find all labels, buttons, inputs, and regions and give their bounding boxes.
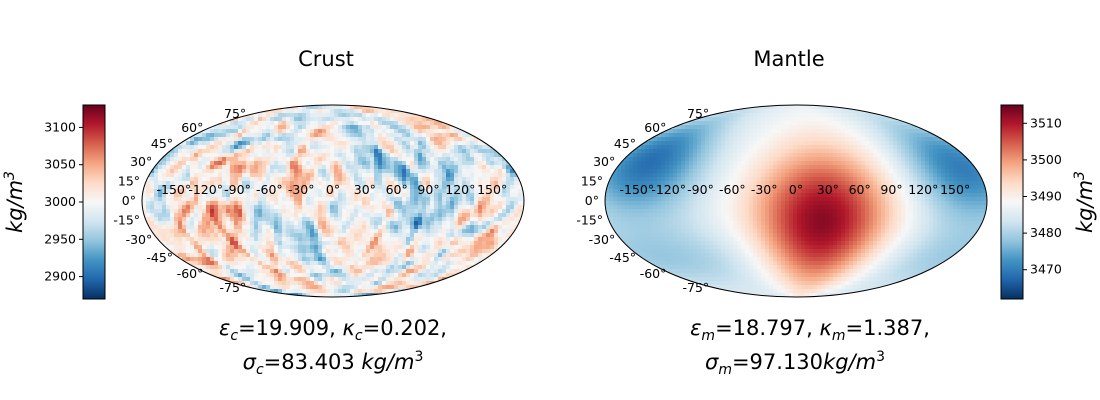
- crust-lon-tick: -150°: [157, 182, 192, 197]
- mantle-colorbar-label: kg/m3: [1072, 171, 1097, 233]
- crust-lon-tick: 90°: [417, 182, 439, 197]
- crust-lat-tick: -60°: [177, 266, 204, 281]
- mantle-lon-tick: 30°: [817, 182, 839, 197]
- mantle-caption-line2: σm=97.130kg/m3: [705, 349, 885, 379]
- crust-lon-tick: -90°: [224, 182, 251, 197]
- mantle-colorbar-tick: 3470: [1030, 262, 1062, 277]
- crust-lat-tick: -45°: [146, 250, 173, 265]
- mantle-lon-tick: 60°: [849, 182, 871, 197]
- mantle-colorbar-tick: 3480: [1030, 225, 1062, 240]
- mantle-lat-tick: -75°: [683, 280, 710, 295]
- mantle-lon-tick: -150°: [620, 182, 655, 197]
- mantle-title: Mantle: [753, 47, 824, 71]
- mantle-lon-tick: 90°: [880, 182, 902, 197]
- mantle-colorbar-tick: 3490: [1030, 189, 1062, 204]
- crust-colorbar-tick: 2900: [44, 269, 76, 284]
- mantle-lon-tick: -60°: [719, 182, 746, 197]
- crust-caption-line1: εc=19.909, κc=0.202,: [219, 316, 447, 345]
- crust-lon-tick: 30°: [354, 182, 376, 197]
- mantle-colorbar: [1000, 104, 1024, 300]
- crust-lat-tick: 60°: [181, 120, 203, 135]
- crust-colorbar-tick: 3000: [44, 194, 76, 209]
- crust-colorbar-tick: 3100: [44, 119, 76, 134]
- mantle-lat-tick: -30°: [589, 232, 616, 247]
- mantle-lat-tick: 15°: [581, 173, 603, 188]
- crust-colorbar-label: kg/m3: [2, 171, 27, 233]
- crust-lon-tick: -60°: [256, 182, 283, 197]
- mantle-lon-tick: -90°: [687, 182, 714, 197]
- crust-colorbar-tick: 2950: [44, 231, 76, 246]
- crust-caption-line2: σc=83.403 kg/m3: [242, 349, 424, 379]
- mantle-lat-tick: 60°: [644, 120, 666, 135]
- crust-lat-tick: -15°: [113, 213, 140, 228]
- crust-lon-tick: 60°: [386, 182, 408, 197]
- crust-lat-tick: 30°: [130, 154, 152, 169]
- mantle-lon-tick: -30°: [751, 182, 778, 197]
- mantle-lat-tick: 30°: [593, 154, 615, 169]
- crust-lon-tick: -120°: [188, 182, 223, 197]
- crust-lat-tick: 0°: [122, 193, 136, 208]
- mantle-lat-tick: 75°: [687, 106, 709, 121]
- mantle-colorbar-tick: 3500: [1030, 152, 1062, 167]
- crust-lon-tick: 0°: [326, 182, 340, 197]
- crust-lat-tick: 45°: [151, 136, 173, 151]
- crust-lat-tick: -75°: [220, 280, 247, 295]
- crust-lat-tick: -30°: [126, 232, 153, 247]
- mantle-lon-tick: 0°: [789, 182, 803, 197]
- crust-lat-tick: 75°: [224, 106, 246, 121]
- mantle-map-outline: [604, 104, 988, 298]
- crust-panel: Crust -150°-120° -90° -60° -30° 0° 30° 60° 90° 12…: [2, 47, 525, 300]
- crust-lat-tick: 15°: [118, 173, 140, 188]
- mantle-map-field: [605, 105, 987, 297]
- mantle-caption-line1: εm=18.797, κm=1.387,: [690, 316, 930, 345]
- mantle-lat-tick: -45°: [609, 250, 636, 265]
- crust-colorbar-tick: 3050: [44, 157, 76, 172]
- mantle-lat-tick: -60°: [640, 266, 667, 281]
- crust-colorbar: [82, 104, 106, 300]
- mantle-lat-tick: 0°: [585, 193, 599, 208]
- crust-lon-tick: 120°: [445, 182, 475, 197]
- mantle-lon-tick: 150°: [940, 182, 970, 197]
- mantle-lat-tick: -15°: [576, 213, 603, 228]
- mantle-lon-tick: 120°: [908, 182, 938, 197]
- mantle-panel: Mantle -150°-120° -90° -60° -30° 0° 30° 60° 90° 1…: [576, 47, 1097, 300]
- mantle-lat-tick: 45°: [614, 136, 636, 151]
- mantle-colorbar-tick: 3510: [1030, 115, 1062, 130]
- crust-title: Crust: [298, 47, 354, 71]
- crust-lon-tick: 150°: [477, 182, 507, 197]
- crust-map-outline: [141, 104, 525, 298]
- crust-lon-tick: -30°: [288, 182, 315, 197]
- mantle-lon-tick: -120°: [651, 182, 686, 197]
- crust-map-field: [142, 105, 524, 297]
